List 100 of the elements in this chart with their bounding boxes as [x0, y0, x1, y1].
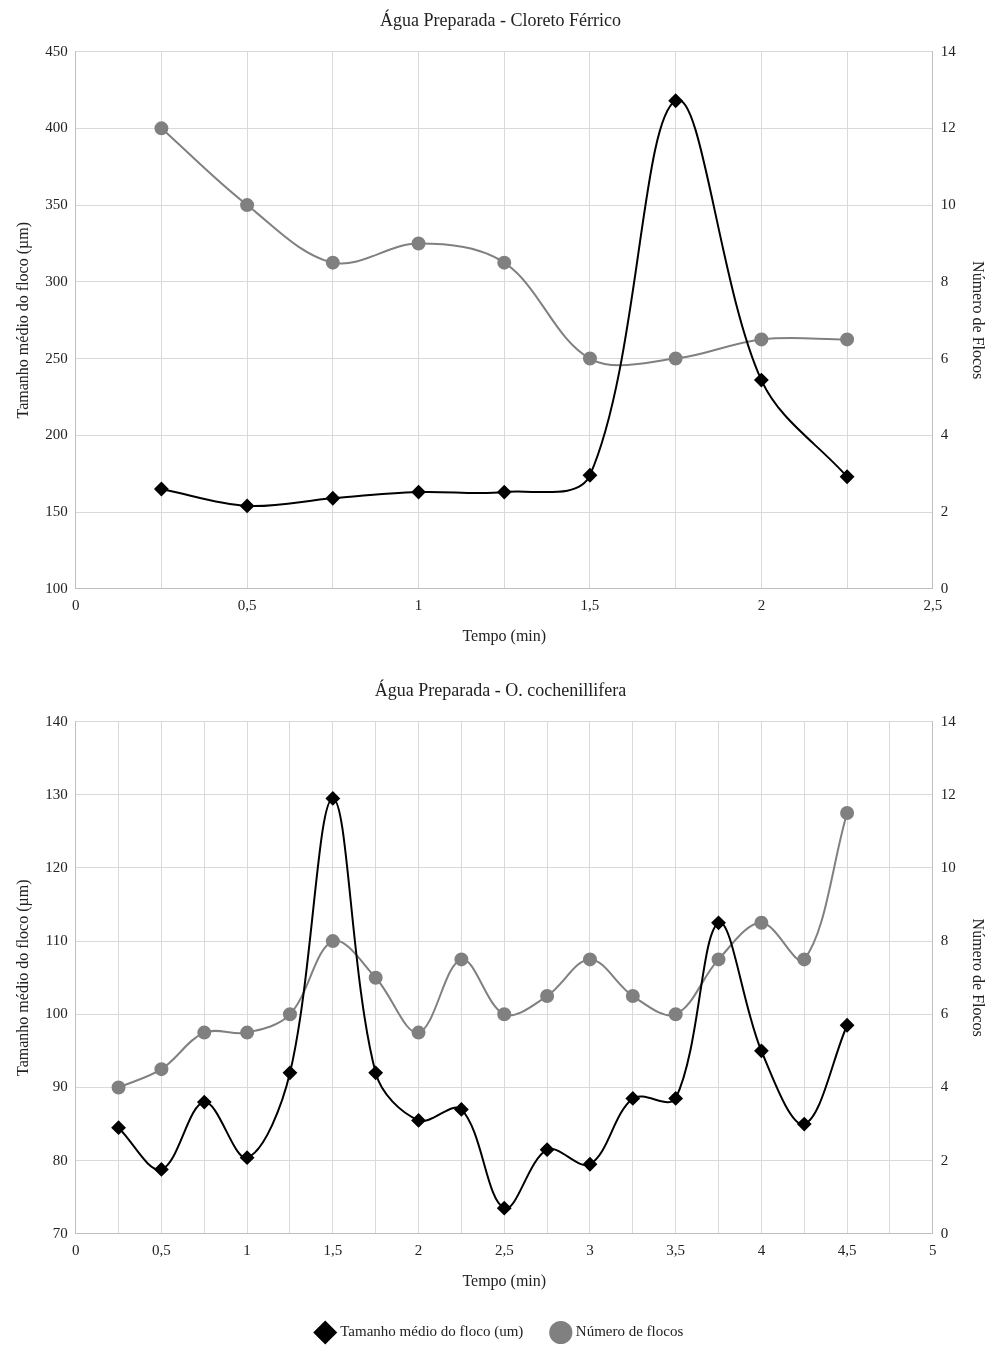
point — [840, 806, 855, 821]
point — [582, 351, 597, 366]
y-tick-label: 120 — [45, 858, 68, 875]
point — [240, 198, 255, 213]
x-tick-label: 0,5 — [237, 596, 257, 613]
y2-tick-label: 4 — [940, 1078, 949, 1095]
point — [497, 485, 512, 500]
point — [197, 1025, 212, 1040]
point — [668, 1007, 683, 1022]
point — [582, 952, 597, 967]
x-axis-title: Tempo (min) — [462, 1271, 547, 1290]
y-tick-label: 140 — [45, 712, 68, 729]
y-tick-label: 450 — [45, 42, 68, 59]
y-tick-label: 200 — [45, 426, 68, 443]
y-tick-label: 130 — [45, 785, 68, 802]
point — [325, 491, 340, 506]
point — [411, 1113, 426, 1128]
legend-label: Tamanho médio do floco (um) — [340, 1323, 524, 1341]
point — [540, 988, 555, 1003]
x-tick-label: 1,5 — [580, 596, 600, 613]
y-tick-label: 250 — [45, 349, 68, 366]
x-tick-label: 2 — [414, 1241, 423, 1258]
x-tick-label: 3,5 — [666, 1241, 686, 1258]
point — [368, 1065, 383, 1080]
point — [797, 1117, 812, 1132]
point — [582, 468, 597, 483]
point — [840, 1018, 855, 1033]
y2-tick-label: 6 — [940, 349, 949, 366]
point — [325, 255, 340, 270]
y2-tick-label: 12 — [940, 119, 956, 136]
point — [454, 1102, 469, 1117]
point — [368, 970, 383, 985]
y-tick-label: 110 — [45, 932, 68, 949]
y2-tick-label: 4 — [940, 426, 949, 443]
point — [325, 791, 340, 806]
point — [240, 1025, 255, 1040]
point — [668, 93, 683, 108]
x-tick-label: 2,5 — [494, 1241, 514, 1258]
y-axis-title: Tamanho médio do floco (µm) — [13, 221, 32, 419]
point — [668, 1091, 683, 1106]
point — [754, 373, 769, 388]
y2-tick-label: 12 — [940, 785, 956, 802]
y2-tick-label: 10 — [940, 858, 956, 875]
y2-tick-label: 0 — [940, 579, 949, 596]
point — [840, 332, 855, 347]
point — [540, 1142, 555, 1157]
legend-label: Número de flocos — [575, 1323, 684, 1340]
y2-tick-label: 6 — [940, 1005, 949, 1022]
y2-tick-label: 14 — [940, 712, 957, 729]
point — [711, 915, 726, 930]
x-tick-label: 1 — [414, 596, 423, 613]
x-tick-label: 4 — [757, 1241, 766, 1258]
point — [154, 121, 169, 136]
point — [668, 351, 683, 366]
y2-tick-label: 10 — [940, 196, 956, 213]
x-tick-label: 5 — [929, 1241, 937, 1258]
point — [282, 1007, 297, 1022]
point — [111, 1120, 126, 1135]
y2-tick-label: 14 — [940, 42, 957, 59]
y-tick-label: 150 — [45, 502, 68, 519]
point — [240, 1150, 255, 1165]
point — [240, 498, 255, 513]
y-tick-label: 300 — [45, 272, 68, 289]
point — [111, 1080, 126, 1095]
x-tick-label: 0 — [71, 1241, 80, 1258]
y-tick-label: 100 — [45, 579, 68, 596]
chart-title: Água Preparada - Cloreto Férrico — [380, 8, 621, 30]
y2-tick-label: 2 — [940, 1151, 949, 1168]
point — [197, 1095, 212, 1110]
y2-tick-label: 2 — [940, 502, 949, 519]
point — [325, 934, 340, 949]
x-tick-label: 2 — [757, 596, 766, 613]
point — [154, 1162, 169, 1177]
point — [625, 1091, 640, 1106]
point — [454, 952, 469, 967]
x-axis-title: Tempo (min) — [462, 626, 547, 645]
x-tick-label: 4,5 — [837, 1241, 857, 1258]
x-tick-label: 0,5 — [152, 1241, 171, 1258]
y-tick-label: 70 — [52, 1224, 68, 1241]
point — [840, 469, 855, 484]
y-axis-title: Tamanho médio do floco (µm) — [13, 879, 32, 1076]
point — [411, 236, 426, 251]
point — [754, 915, 769, 930]
x-tick-label: 0 — [71, 596, 80, 613]
y-tick-label: 90 — [52, 1078, 68, 1095]
x-tick-label: 3 — [586, 1241, 594, 1258]
point — [411, 485, 426, 500]
point — [625, 988, 640, 1003]
y2-axis-title: Número de Flocos — [970, 918, 988, 1037]
point — [154, 482, 169, 497]
y-tick-label: 400 — [45, 119, 68, 136]
y2-tick-label: 8 — [940, 932, 949, 949]
point — [754, 1043, 769, 1058]
x-tick-label: 1,5 — [323, 1241, 343, 1258]
chart-title: Água Preparada - O. cochenillifera — [374, 678, 627, 700]
y-tick-label: 80 — [52, 1151, 68, 1168]
point — [497, 255, 512, 270]
x-tick-label: 1 — [243, 1241, 251, 1258]
x-tick-label: 2,5 — [923, 596, 943, 613]
point — [282, 1065, 297, 1080]
